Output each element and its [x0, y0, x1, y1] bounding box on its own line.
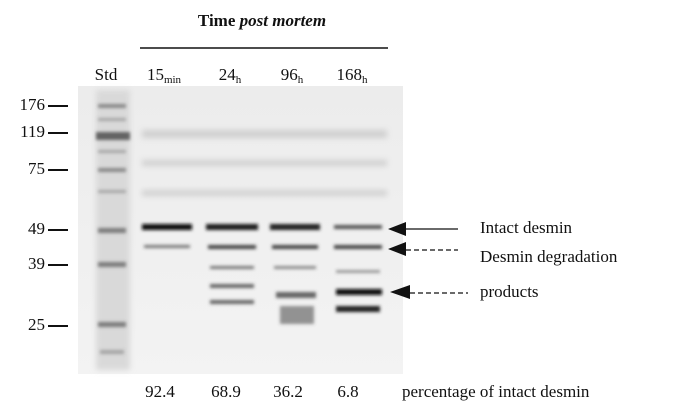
annotation: Desmin degradation	[480, 247, 618, 266]
lane-label: 96h	[281, 65, 304, 86]
lane-label: 15min	[147, 65, 182, 86]
marker-label: 75	[28, 159, 45, 178]
marker-label: 25	[28, 315, 45, 334]
marker-label: 119	[20, 122, 45, 141]
marker-label: 49	[28, 219, 45, 238]
title: Time post mortem	[198, 11, 326, 30]
standard-label: Std	[95, 65, 118, 84]
percentage-caption: percentage of intact desmin	[402, 382, 590, 401]
lane-label: 24h	[219, 65, 242, 86]
marker-label: 176	[20, 95, 46, 114]
arrows	[388, 222, 468, 299]
percentage: 68.9	[211, 382, 241, 401]
lane-label: 168h	[337, 65, 369, 86]
percentage: 36.2	[273, 382, 303, 401]
annotation: Intact desmin	[480, 218, 573, 237]
annotation: products	[480, 282, 539, 301]
percentage: 92.4	[145, 382, 175, 401]
marker-label: 39	[28, 254, 45, 273]
percentage: 6.8	[337, 382, 358, 401]
gel	[78, 86, 403, 374]
